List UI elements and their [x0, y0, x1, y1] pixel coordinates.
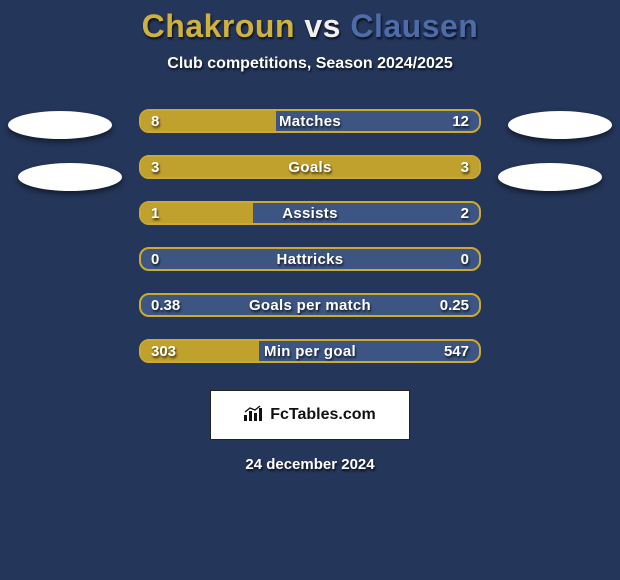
- stat-value-right: 12: [452, 111, 469, 131]
- stat-value-left: 3: [151, 157, 159, 177]
- stat-label: Goals: [141, 157, 479, 177]
- player2-name: Clausen: [350, 8, 478, 44]
- stat-label: Min per goal: [141, 341, 479, 361]
- stat-label: Matches: [141, 111, 479, 131]
- chart-icon: [244, 405, 264, 426]
- vs-label: vs: [304, 8, 341, 44]
- date-label: 24 december 2024: [0, 456, 620, 473]
- brand-box[interactable]: FcTables.com: [210, 390, 410, 440]
- stat-label: Goals per match: [141, 295, 479, 315]
- stat-value-left: 0: [151, 249, 159, 269]
- player1-avatar-top: [8, 111, 112, 139]
- stat-value-left: 0.38: [151, 295, 180, 315]
- stat-bar: Assists1 2: [139, 201, 481, 225]
- stat-value-right: 3: [461, 157, 469, 177]
- bars-container: Matches812Goals33Assists12Hattricks00Goa…: [139, 109, 481, 385]
- player2-avatar-top: [508, 111, 612, 139]
- subtitle: Club competitions, Season 2024/2025: [0, 55, 620, 73]
- stat-value-left: 303: [151, 341, 176, 361]
- stat-bar: Goals3 3: [139, 155, 481, 179]
- stat-value-right: 547: [444, 341, 469, 361]
- player1-avatar-bot: [18, 163, 122, 191]
- stat-bar: Min per goal303 547: [139, 339, 481, 363]
- stat-label: Assists: [141, 203, 479, 223]
- stat-bar: Goals per match0.38 0.25: [139, 293, 481, 317]
- stat-label: Hattricks: [141, 249, 479, 269]
- player1-name: Chakroun: [142, 8, 295, 44]
- stat-value-right: 0: [461, 249, 469, 269]
- player2-avatar-bot: [498, 163, 602, 191]
- page-title: Chakroun vs Clausen: [0, 0, 620, 45]
- stat-value-right: 0.25: [440, 295, 469, 315]
- stat-bar: Hattricks0 0: [139, 247, 481, 271]
- stat-bar: Matches8 12: [139, 109, 481, 133]
- stat-value-right: 2: [461, 203, 469, 223]
- stat-value-left: 1: [151, 203, 159, 223]
- stat-value-left: 8: [151, 111, 159, 131]
- brand-text: FcTables.com: [270, 406, 376, 424]
